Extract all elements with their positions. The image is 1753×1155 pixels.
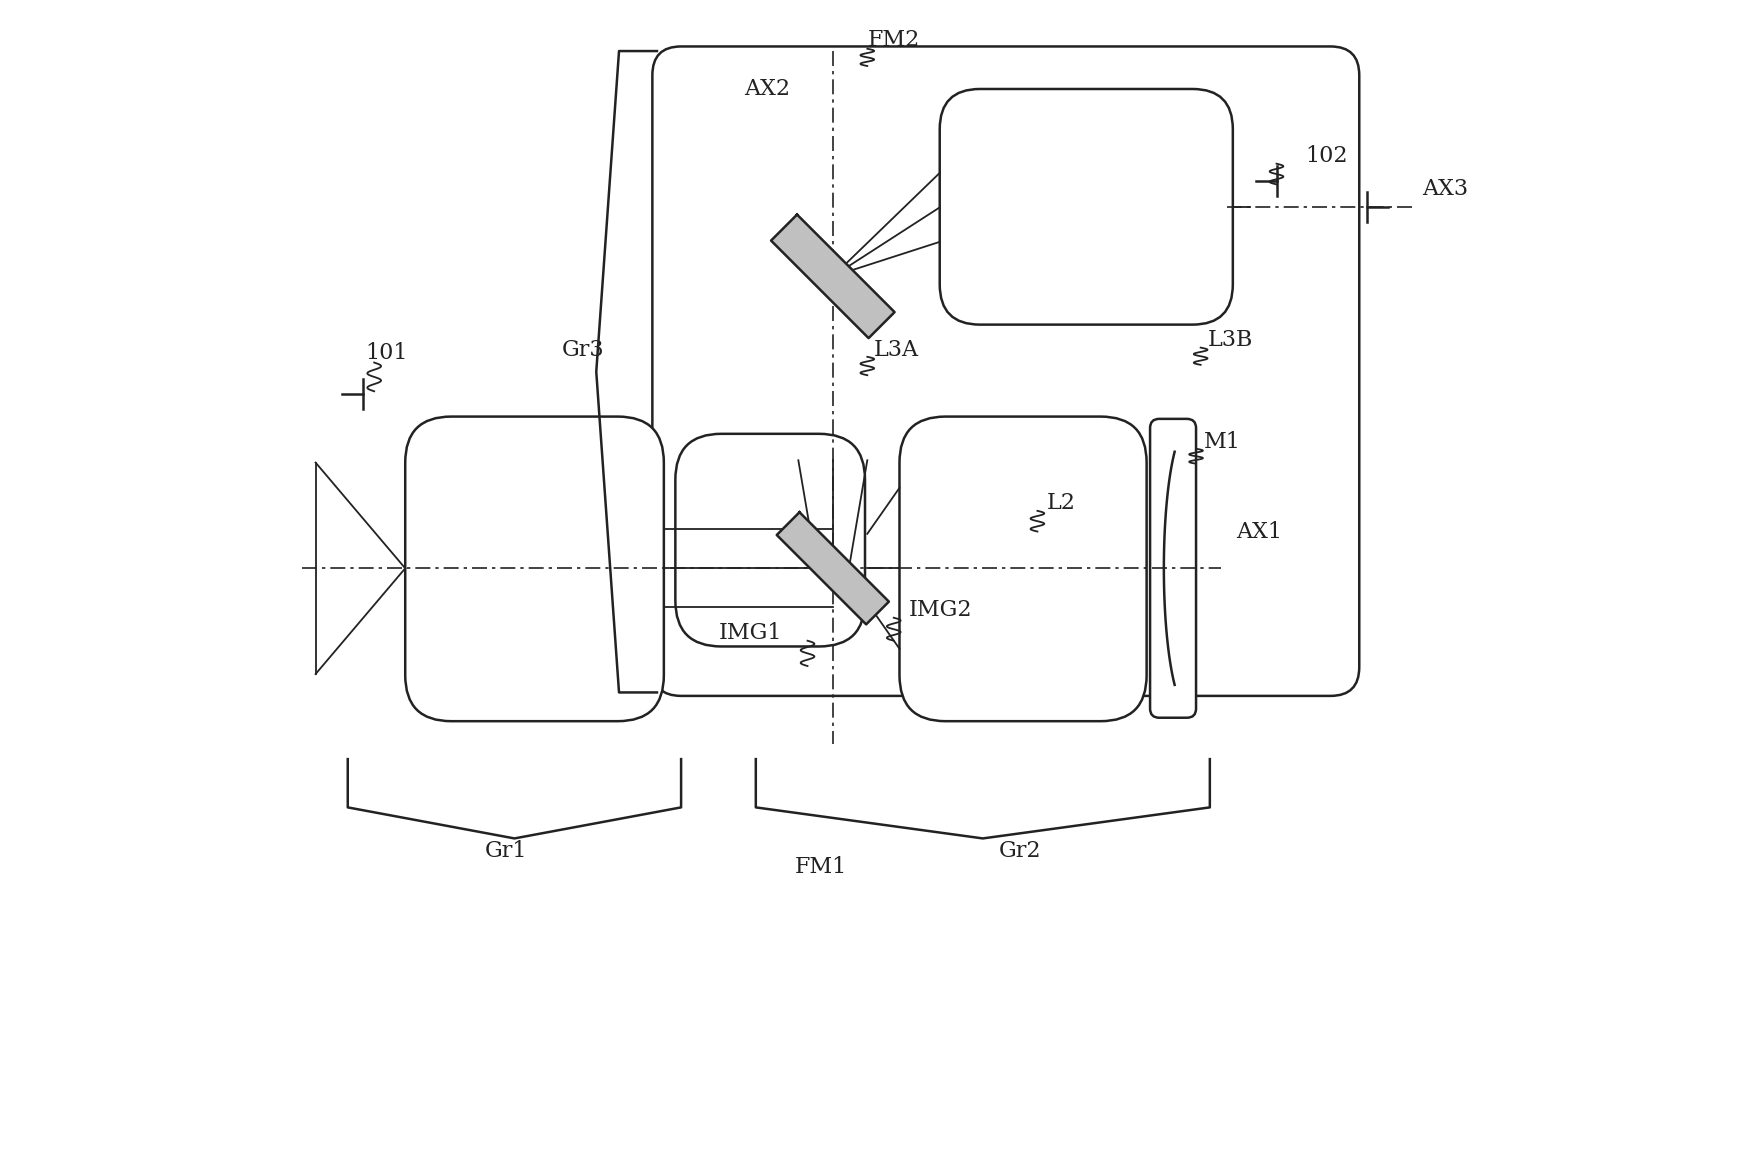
Text: AX2: AX2 bbox=[745, 79, 791, 100]
Polygon shape bbox=[771, 215, 894, 338]
Text: M1: M1 bbox=[1204, 431, 1241, 453]
Text: Gr3: Gr3 bbox=[561, 338, 605, 360]
Text: 102: 102 bbox=[1306, 144, 1348, 166]
Polygon shape bbox=[777, 512, 889, 625]
Text: FM1: FM1 bbox=[796, 856, 847, 878]
Text: L3B: L3B bbox=[1208, 328, 1253, 351]
Text: AX3: AX3 bbox=[1422, 178, 1469, 200]
FancyBboxPatch shape bbox=[675, 434, 864, 647]
Text: FM2: FM2 bbox=[868, 29, 920, 51]
Text: IMG1: IMG1 bbox=[719, 621, 782, 643]
Text: AX1: AX1 bbox=[1236, 521, 1281, 543]
Text: L2: L2 bbox=[1047, 492, 1076, 514]
Text: 101: 101 bbox=[365, 342, 407, 364]
Text: Gr1: Gr1 bbox=[486, 840, 528, 862]
Text: Gr2: Gr2 bbox=[999, 840, 1041, 862]
Text: IMG2: IMG2 bbox=[908, 598, 973, 620]
FancyBboxPatch shape bbox=[405, 417, 664, 721]
Text: L3A: L3A bbox=[875, 338, 919, 360]
FancyBboxPatch shape bbox=[1150, 419, 1196, 717]
FancyBboxPatch shape bbox=[940, 89, 1232, 325]
FancyBboxPatch shape bbox=[899, 417, 1146, 721]
